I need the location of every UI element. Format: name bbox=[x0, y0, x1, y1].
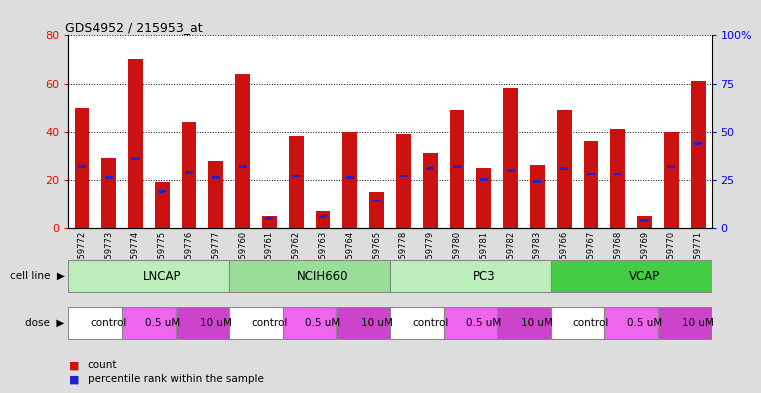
Bar bbox=[560, 167, 568, 170]
Bar bbox=[587, 173, 595, 175]
Bar bbox=[262, 216, 277, 228]
Bar bbox=[316, 211, 330, 228]
Bar bbox=[229, 260, 390, 292]
Bar bbox=[101, 158, 116, 228]
Bar bbox=[292, 174, 301, 177]
Bar bbox=[158, 190, 167, 193]
Bar bbox=[319, 215, 327, 218]
Bar bbox=[155, 182, 170, 228]
Bar bbox=[122, 307, 176, 339]
Text: 10 uM: 10 uM bbox=[200, 318, 232, 328]
Bar bbox=[289, 136, 304, 228]
Text: 0.5 uM: 0.5 uM bbox=[466, 318, 501, 328]
Bar bbox=[336, 307, 390, 339]
Text: cell line  ▶: cell line ▶ bbox=[10, 271, 65, 281]
Bar bbox=[453, 165, 461, 168]
Bar bbox=[373, 200, 380, 202]
Bar bbox=[426, 167, 435, 170]
Text: LNCAP: LNCAP bbox=[143, 270, 182, 283]
Bar bbox=[229, 307, 283, 339]
Bar bbox=[423, 153, 438, 228]
Bar bbox=[345, 176, 354, 179]
Bar bbox=[664, 132, 679, 228]
Bar bbox=[209, 160, 223, 228]
Text: control: control bbox=[573, 318, 609, 328]
Bar bbox=[182, 122, 196, 228]
Bar bbox=[239, 165, 247, 168]
Bar bbox=[641, 219, 648, 222]
Bar bbox=[551, 260, 712, 292]
Bar bbox=[444, 307, 497, 339]
Bar bbox=[235, 74, 250, 228]
Text: ■: ■ bbox=[68, 360, 79, 371]
Bar bbox=[694, 142, 702, 145]
Bar bbox=[530, 165, 545, 228]
Text: NCIH660: NCIH660 bbox=[298, 270, 349, 283]
Bar bbox=[390, 260, 551, 292]
Bar bbox=[450, 110, 464, 228]
Bar bbox=[658, 307, 712, 339]
Bar bbox=[212, 176, 220, 179]
Bar bbox=[551, 307, 604, 339]
Bar bbox=[342, 132, 357, 228]
Bar bbox=[283, 307, 336, 339]
Text: 10 uM: 10 uM bbox=[521, 318, 553, 328]
Text: 0.5 uM: 0.5 uM bbox=[305, 318, 341, 328]
Bar bbox=[557, 110, 572, 228]
Text: 10 uM: 10 uM bbox=[682, 318, 714, 328]
Text: percentile rank within the sample: percentile rank within the sample bbox=[88, 374, 263, 384]
Bar bbox=[691, 81, 705, 228]
Text: 0.5 uM: 0.5 uM bbox=[627, 318, 662, 328]
Bar bbox=[503, 88, 518, 228]
Bar bbox=[176, 307, 229, 339]
Bar bbox=[132, 157, 139, 160]
Text: control: control bbox=[91, 318, 127, 328]
Bar bbox=[584, 141, 598, 228]
Bar bbox=[637, 216, 652, 228]
Bar bbox=[497, 307, 551, 339]
Text: GDS4952 / 215953_at: GDS4952 / 215953_at bbox=[65, 21, 203, 34]
Bar bbox=[604, 307, 658, 339]
Bar bbox=[68, 260, 229, 292]
Bar bbox=[396, 134, 411, 228]
Bar bbox=[390, 307, 444, 339]
Bar bbox=[610, 129, 625, 228]
Bar bbox=[68, 307, 122, 339]
Bar bbox=[613, 173, 622, 175]
Bar bbox=[507, 169, 514, 172]
Text: VCAP: VCAP bbox=[629, 270, 661, 283]
Text: 10 uM: 10 uM bbox=[361, 318, 393, 328]
Text: ■: ■ bbox=[68, 374, 79, 384]
Text: PC3: PC3 bbox=[473, 270, 495, 283]
Text: control: control bbox=[412, 318, 448, 328]
Bar bbox=[369, 192, 384, 228]
Bar bbox=[479, 178, 488, 181]
Bar bbox=[75, 108, 89, 228]
Bar bbox=[476, 168, 491, 228]
Text: count: count bbox=[88, 360, 117, 371]
Bar bbox=[104, 176, 113, 179]
Text: control: control bbox=[251, 318, 288, 328]
Bar bbox=[185, 171, 193, 174]
Text: 0.5 uM: 0.5 uM bbox=[145, 318, 180, 328]
Bar bbox=[78, 165, 86, 168]
Bar bbox=[533, 180, 541, 183]
Bar bbox=[128, 59, 143, 228]
Bar bbox=[400, 174, 407, 177]
Text: dose  ▶: dose ▶ bbox=[25, 318, 65, 328]
Bar bbox=[266, 217, 273, 220]
Bar bbox=[667, 165, 676, 168]
